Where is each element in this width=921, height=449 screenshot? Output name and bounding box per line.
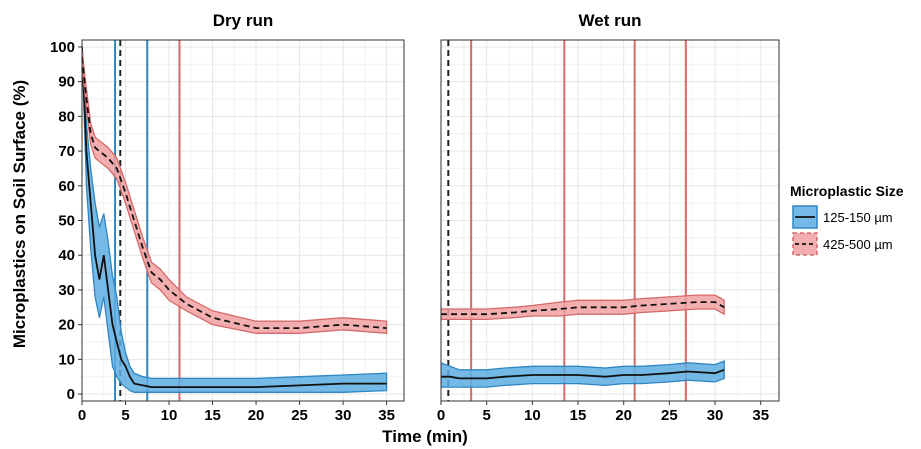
x-tick-label: 20 — [615, 407, 632, 424]
x-tick-label: 10 — [524, 407, 541, 424]
x-tick-label: 25 — [291, 407, 308, 424]
y-tick-label: 100 — [50, 39, 75, 56]
y-tick-label: 60 — [58, 178, 75, 195]
y-tick-label: 10 — [58, 351, 75, 368]
x-tick-label: 35 — [378, 407, 395, 424]
y-tick-label: 70 — [58, 143, 75, 160]
x-tick-label: 5 — [483, 407, 491, 424]
x-axis-title: Time (min) — [382, 427, 468, 446]
series-line-0 — [441, 368, 725, 380]
y-tick-label: 0 — [67, 386, 75, 403]
series-line-1 — [82, 57, 387, 329]
panel-0: Dry run 0 5 10 15 20 25 30 35 0 10 20 30 40 50 60 70 80 90… — [50, 11, 405, 424]
y-tick-label: 50 — [58, 213, 75, 230]
x-tick-label: 35 — [752, 407, 769, 424]
y-tick-label: 30 — [58, 282, 75, 299]
y-tick-label: 80 — [58, 108, 75, 125]
legend-title: Microplastic Size — [790, 183, 904, 199]
series-line-1 — [441, 301, 725, 316]
series-ribbon-0 — [441, 360, 725, 388]
plot-area — [82, 40, 388, 401]
panel-1: Wet run 0 5 10 15 20 25 30 35 — [437, 11, 780, 424]
x-tick-label: 0 — [437, 407, 445, 424]
panel-title: Dry run — [213, 11, 273, 30]
legend-label: 425-500 µm — [823, 237, 893, 252]
y-axis-title: Microplastics on Soil Surface (%) — [10, 80, 29, 348]
legend-item-1: 425-500 µm — [792, 232, 893, 256]
y-tick-label: 20 — [58, 317, 75, 334]
x-tick-label: 30 — [707, 407, 724, 424]
x-tick-label: 20 — [248, 407, 265, 424]
panel-title: Wet run — [579, 11, 642, 30]
y-tick-label: 40 — [58, 247, 75, 264]
legend: Microplastic Size 125-150 µm 425-500 µm — [790, 183, 904, 256]
series-ribbon-1 — [82, 50, 388, 335]
series-line-0 — [82, 46, 387, 388]
x-tick-label: 10 — [161, 407, 178, 424]
x-tick-label: 15 — [204, 407, 221, 424]
panel-border — [440, 39, 780, 402]
plot-area — [441, 40, 725, 401]
x-tick-label: 0 — [78, 407, 86, 424]
x-tick-label: 15 — [570, 407, 587, 424]
legend-item-0: 125-150 µm — [792, 205, 893, 229]
x-tick-label: 5 — [121, 407, 129, 424]
legend-label: 125-150 µm — [823, 210, 893, 225]
series-ribbon-0 — [82, 46, 388, 393]
x-tick-label: 30 — [335, 407, 352, 424]
y-tick-label: 90 — [58, 74, 75, 91]
x-tick-label: 25 — [661, 407, 678, 424]
